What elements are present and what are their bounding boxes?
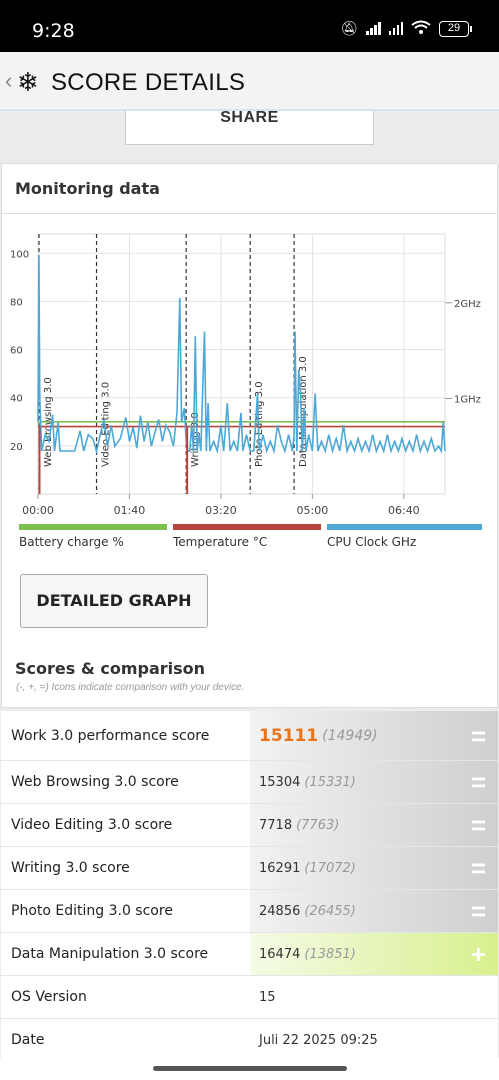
scores-note: (-, +, =) Icons indicate comparison with… [16, 682, 245, 693]
score-value: 15111 [259, 725, 319, 746]
legend-cpu: CPU Clock GHz [327, 524, 482, 549]
y-right-tick-label: 2GHz [454, 299, 481, 310]
legend-swatch-cpu [327, 524, 482, 530]
legend-swatch-battery [19, 524, 167, 530]
score-value-cell: 24856 (26455) [250, 890, 498, 932]
info-row-date: Date Juli 22 2025 09:25 [1, 1019, 498, 1062]
info-name: OS Version [11, 989, 87, 1005]
score-row: Work 3.0 performance score 15111 (14949)… [1, 711, 498, 761]
score-value-cell: 7718 (7763) [250, 804, 498, 846]
back-chevron-icon[interactable]: ‹ [5, 68, 13, 93]
score-row: Web Browsing 3.0 score 15304 (15331) = [1, 761, 498, 804]
scores-title: Scores & comparison [15, 659, 206, 678]
wifi-icon [411, 20, 431, 37]
score-name: Video Editing 3.0 score [11, 817, 173, 833]
y-tick-label: 60 [10, 346, 23, 357]
score-value: 16474 [259, 946, 301, 962]
signal-icon [366, 22, 381, 35]
score-row: Data Manipulation 3.0 score 16474 (13851… [1, 933, 498, 976]
score-value-cell: 16474 (13851) [250, 933, 498, 975]
score-compare: (17072) [304, 860, 356, 876]
y-tick-label: 100 [10, 249, 29, 260]
x-tick-label: 06:40 [388, 504, 420, 517]
marker-label: Video Editing 3.0 [101, 382, 112, 467]
snowflake-logo-icon: ❄ [17, 67, 39, 97]
divider [2, 213, 497, 214]
score-compare: (15331) [304, 774, 356, 790]
score-name: Work 3.0 performance score [11, 727, 210, 744]
score-value: 24856 [259, 903, 301, 919]
legend-label-battery: Battery charge % [19, 535, 124, 549]
signal-icon-2 [388, 22, 403, 35]
info-value: Juli 22 2025 09:25 [259, 1032, 378, 1048]
page-title: SCORE DETAILS [51, 69, 246, 96]
info-name: Date [11, 1032, 45, 1048]
score-compare: (14949) [322, 727, 378, 744]
clock: 9:28 [32, 20, 75, 42]
score-value: 15304 [259, 774, 301, 790]
equal-icon: = [470, 896, 486, 926]
x-tick-label: 03:20 [205, 504, 237, 517]
equal-icon: = [470, 767, 486, 797]
score-row: Photo Editing 3.0 score 24856 (26455) = [1, 890, 498, 933]
y-tick-label: 40 [10, 394, 23, 405]
share-button[interactable]: SHARE [125, 110, 374, 145]
legend-temperature: Temperature °C [173, 524, 321, 549]
detailed-graph-button[interactable]: DETAILED GRAPH [20, 574, 208, 628]
monitoring-chart: 20 40 60 80 100 00:00 01:40 03:20 05:00 06:40 1GHz… [10, 233, 481, 517]
monitoring-title: Monitoring data [15, 179, 160, 198]
score-name: Data Manipulation 3.0 score [11, 946, 209, 962]
monitoring-card: Monitoring data 20 40 60 80 100 00:00 01:40 03:… [1, 163, 498, 708]
y-right-tick-label: 1GHz [454, 394, 481, 405]
score-name: Photo Editing 3.0 score [11, 903, 173, 919]
gesture-bar [0, 1058, 499, 1080]
score-compare: (7763) [296, 817, 340, 833]
y-tick-label: 80 [10, 297, 23, 308]
info-value-cell: Juli 22 2025 09:25 [250, 1019, 498, 1061]
legend-label-temperature: Temperature °C [173, 535, 268, 549]
y-tick-label: 20 [10, 442, 23, 453]
info-value: 15 [259, 989, 276, 1005]
marker-label: Writing 3.0 [190, 412, 201, 467]
score-name: Writing 3.0 score [11, 860, 130, 876]
status-icons: 🔕︎ 29 [340, 20, 472, 37]
battery-icon: 29 [439, 20, 472, 37]
home-indicator[interactable] [153, 1066, 347, 1071]
score-compare: (13851) [304, 946, 356, 962]
marker-label: Photo Editing 3.0 [254, 381, 265, 467]
score-value-cell: 15111 (14949) [250, 711, 498, 760]
score-row: Video Editing 3.0 score 7718 (7763) = [1, 804, 498, 847]
score-row: Writing 3.0 score 16291 (17072) = [1, 847, 498, 890]
score-value: 7718 [259, 817, 293, 833]
score-compare: (26455) [304, 903, 356, 919]
scores-table: Work 3.0 performance score 15111 (14949)… [1, 711, 498, 1062]
info-row-os-version: OS Version 15 [1, 976, 498, 1019]
equal-icon: = [470, 810, 486, 840]
app-header: ‹ ❄ SCORE DETAILS [0, 52, 499, 111]
status-bar: 9:28 🔕︎ 29 [0, 0, 499, 52]
equal-icon: = [470, 720, 486, 751]
plot-area [37, 233, 446, 495]
mute-icon: 🔕︎ [340, 20, 358, 36]
legend-battery: Battery charge % [19, 524, 167, 549]
legend-swatch-temperature [173, 524, 321, 530]
score-name: Web Browsing 3.0 score [11, 774, 179, 790]
x-tick-label: 00:00 [22, 504, 54, 517]
x-tick-label: 05:00 [297, 504, 329, 517]
plus-icon: + [470, 939, 486, 969]
score-value-cell: 16291 (17072) [250, 847, 498, 889]
x-tick-label: 01:40 [114, 504, 146, 517]
legend-label-cpu: CPU Clock GHz [327, 535, 417, 549]
series-line [37, 254, 446, 455]
score-value: 16291 [259, 860, 301, 876]
score-value-cell: 15304 (15331) [250, 761, 498, 803]
info-value-cell: 15 [250, 976, 498, 1018]
equal-icon: = [470, 853, 486, 883]
